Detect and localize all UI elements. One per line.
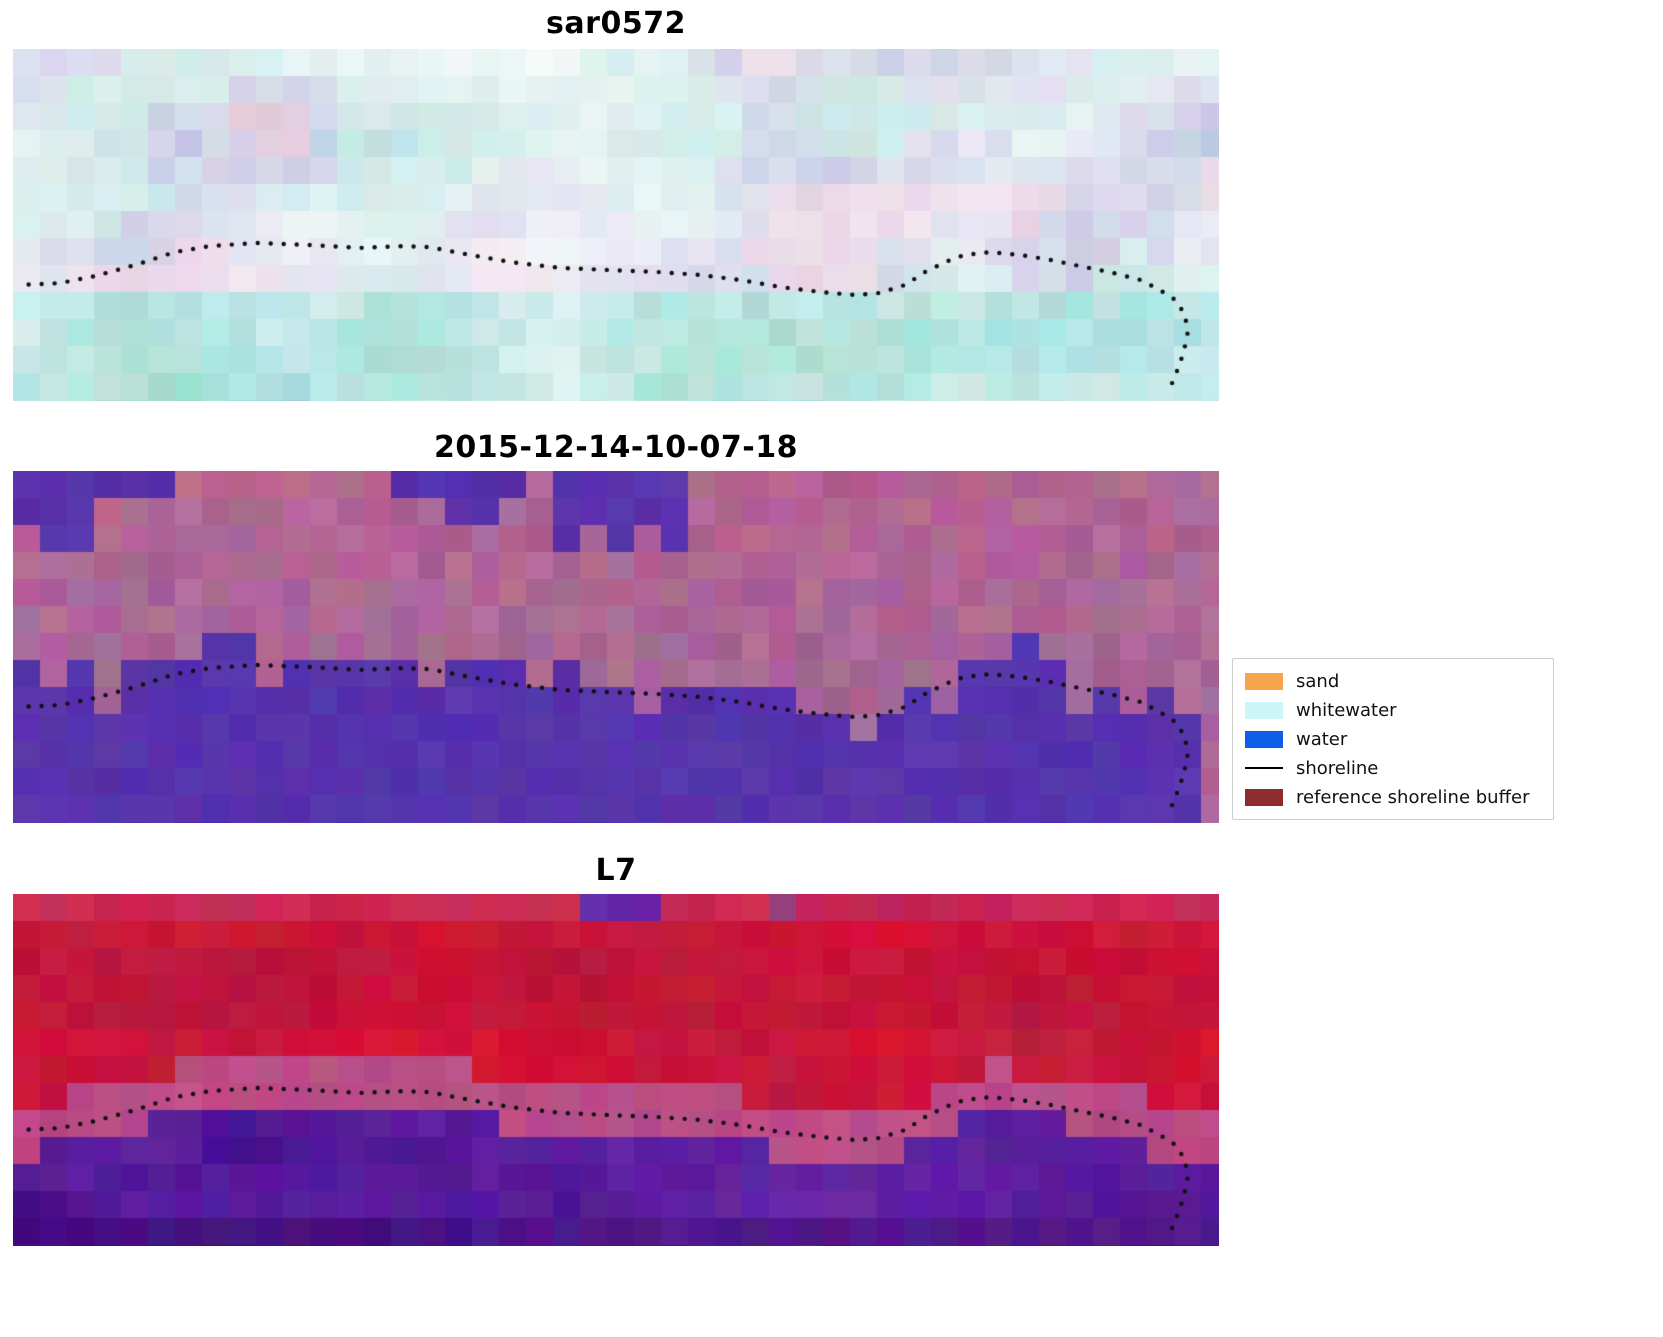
panel-title-classified: 2015-12-14-10-07-18: [434, 430, 798, 465]
l7-image-panel: [13, 894, 1219, 1246]
legend-item-water: water: [1245, 728, 1541, 750]
legend-label-water: water: [1296, 728, 1348, 750]
legend-item-reference-shoreline-buffer: reference shoreline buffer: [1245, 786, 1541, 808]
legend-label-whitewater: whitewater: [1296, 699, 1397, 721]
sand-swatch: [1245, 672, 1283, 690]
water-swatch: [1245, 730, 1283, 748]
legend-label-reference-shoreline-buffer: reference shoreline buffer: [1296, 786, 1530, 808]
classified-image-panel: [13, 471, 1219, 823]
legend-label-shoreline: shoreline: [1296, 757, 1379, 779]
shoreline-line: [1245, 767, 1283, 769]
shoreline-line-swatch: [1245, 760, 1283, 777]
sar-image-panel: [13, 49, 1219, 401]
panel-title-l7: L7: [595, 853, 637, 888]
reference-shoreline-buffer-swatch: [1245, 788, 1283, 806]
legend-item-whitewater: whitewater: [1245, 699, 1541, 721]
legend-item-sand: sand: [1245, 670, 1541, 692]
whitewater-swatch: [1245, 701, 1283, 719]
legend: sand whitewater water shoreline referenc…: [1232, 658, 1554, 820]
legend-item-shoreline: shoreline: [1245, 757, 1541, 779]
legend-label-sand: sand: [1296, 670, 1340, 692]
panel-title-sar: sar0572: [546, 6, 686, 41]
